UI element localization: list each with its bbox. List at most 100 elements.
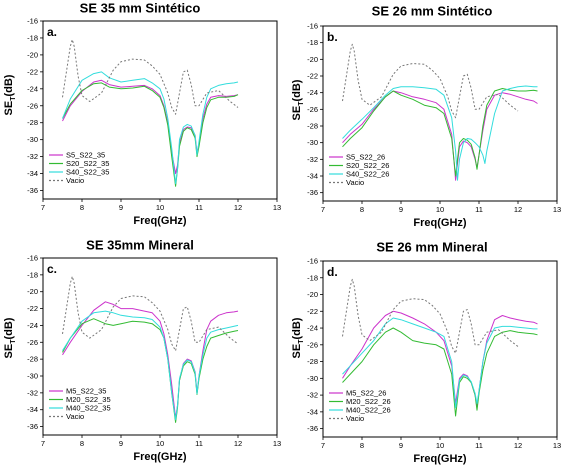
x-tick-label: 11 — [475, 205, 483, 214]
x-tick-label: 13 — [553, 205, 561, 214]
y-tick-label: -32 — [27, 152, 38, 161]
y-tick-label: -16 — [307, 22, 318, 31]
legend-label: M5_S22_26 — [346, 389, 386, 398]
panel-letter: d. — [327, 265, 338, 279]
y-tick-label: -30 — [27, 372, 38, 381]
y-tick-label: -20 — [27, 287, 38, 296]
series-line-3 — [342, 85, 538, 181]
y-tick-label: -36 — [307, 188, 318, 197]
y-tick-label: -30 — [307, 374, 318, 383]
y-tick-label: -18 — [27, 270, 38, 279]
x-tick-label: 9 — [119, 203, 123, 212]
series-line-4 — [62, 39, 239, 115]
x-tick-label: 10 — [436, 441, 444, 450]
y-tick-label: -22 — [27, 304, 38, 313]
x-tick-label: 9 — [399, 205, 403, 214]
y-tick-label: -32 — [27, 388, 38, 397]
x-tick-label: 8 — [360, 205, 364, 214]
y-axis-label-unit: (dB) — [3, 74, 15, 96]
x-tick-label: 10 — [156, 203, 164, 212]
legend-label: M20_S22_35 — [66, 395, 111, 404]
y-axis-label-subscript: T — [298, 339, 305, 344]
x-tick-label: 11 — [195, 439, 203, 448]
y-tick-label: -34 — [27, 405, 38, 414]
y-tick-label: -24 — [27, 321, 38, 330]
legend-label: Vacio — [346, 414, 364, 423]
x-tick-label: 12 — [514, 441, 522, 450]
chart-title: SE 35 mm Sintético — [80, 0, 201, 15]
legend-label: M20_S22_26 — [346, 397, 391, 406]
x-tick-label: 13 — [553, 441, 561, 450]
legend-label: S20_S22_35 — [66, 159, 109, 168]
y-tick-label: -16 — [27, 17, 38, 26]
y-tick-label: -30 — [307, 138, 318, 147]
chart-panel-1: SE 35 mm Sintético a. 7 8 9 10 11 12 13 -36 -34 -32… — [3, 0, 281, 227]
chart-panel-4: SE 26 mm Mineral d. 7 8 9 10 11 12 13 -36 -34 -32 -3… — [291, 239, 561, 465]
y-axis-label: SET(dB) — [291, 79, 305, 120]
y-tick-label: -28 — [27, 118, 38, 127]
x-axis-label: Freq(GHz) — [413, 217, 467, 229]
y-tick-label: -34 — [307, 407, 318, 416]
legend-label: S40_S22_35 — [66, 168, 109, 177]
y-tick-label: -26 — [27, 101, 38, 110]
y-axis-label-main: SE — [3, 344, 15, 359]
chart-title: SE 35mm Mineral — [86, 237, 194, 252]
chart-panel-3: SE 35mm Mineral c. 7 8 9 10 11 12 13 -36 -34 -32 -30… — [3, 237, 281, 463]
y-axis-label-unit: (dB) — [3, 317, 15, 339]
y-tick-label: -36 — [307, 424, 318, 433]
x-tick-label: 11 — [195, 203, 203, 212]
y-axis-label-unit: (dB) — [291, 317, 303, 339]
y-axis-label-subscript: T — [10, 339, 17, 344]
x-tick-label: 13 — [273, 203, 281, 212]
y-axis-label-subscript: T — [10, 96, 17, 101]
legend-label: S40_S22_26 — [346, 170, 389, 179]
legend-label: M5_S22_35 — [66, 387, 106, 396]
series-line-2 — [342, 88, 538, 177]
y-tick-label: -28 — [27, 355, 38, 364]
chart-title: SE 26 mm Sintético — [372, 3, 493, 18]
y-tick-label: -20 — [307, 55, 318, 64]
y-tick-label: -16 — [27, 254, 38, 263]
panel-letter: a. — [47, 25, 57, 39]
panel-letter: c. — [47, 262, 57, 276]
y-axis-label-main: SE — [291, 344, 303, 359]
y-axis-label-unit: (dB) — [291, 79, 303, 101]
x-axis-label: Freq(GHz) — [133, 215, 187, 227]
y-tick-label: -26 — [27, 338, 38, 347]
x-tick-label: 12 — [514, 205, 522, 214]
y-tick-label: -16 — [307, 257, 318, 266]
x-tick-label: 8 — [80, 439, 84, 448]
series-line-4 — [342, 43, 519, 119]
y-tick-label: -24 — [307, 324, 318, 333]
x-axis-label: Freq(GHz) — [413, 453, 467, 465]
y-tick-label: -34 — [307, 172, 318, 181]
y-tick-label: -20 — [307, 290, 318, 299]
x-tick-label: 7 — [41, 203, 45, 212]
legend-label: S20_S22_26 — [346, 161, 389, 170]
chart-panel-2: SE 26 mm Sintético b. 7 8 9 10 11 12 13 -36 -34 -32… — [291, 3, 561, 229]
y-tick-label: -18 — [307, 38, 318, 47]
y-tick-label: -36 — [27, 186, 38, 195]
x-tick-label: 8 — [80, 203, 84, 212]
legend-label: Vacio — [66, 412, 84, 421]
y-tick-label: -26 — [307, 340, 318, 349]
x-tick-label: 11 — [475, 441, 483, 450]
y-tick-label: -32 — [307, 155, 318, 164]
y-tick-label: -22 — [307, 72, 318, 81]
legend-label: M40_S22_26 — [346, 406, 391, 415]
y-tick-label: -18 — [27, 33, 38, 42]
x-tick-label: 12 — [234, 203, 242, 212]
legend-label: Vacio — [66, 176, 84, 185]
y-tick-label: -18 — [307, 273, 318, 282]
x-tick-label: 10 — [156, 439, 164, 448]
y-axis-label-main: SE — [3, 101, 15, 116]
series-line-4 — [62, 276, 239, 352]
x-tick-label: 9 — [119, 439, 123, 448]
x-tick-label: 9 — [399, 441, 403, 450]
x-tick-label: 10 — [436, 205, 444, 214]
legend-label: S5_S22_35 — [66, 151, 105, 160]
